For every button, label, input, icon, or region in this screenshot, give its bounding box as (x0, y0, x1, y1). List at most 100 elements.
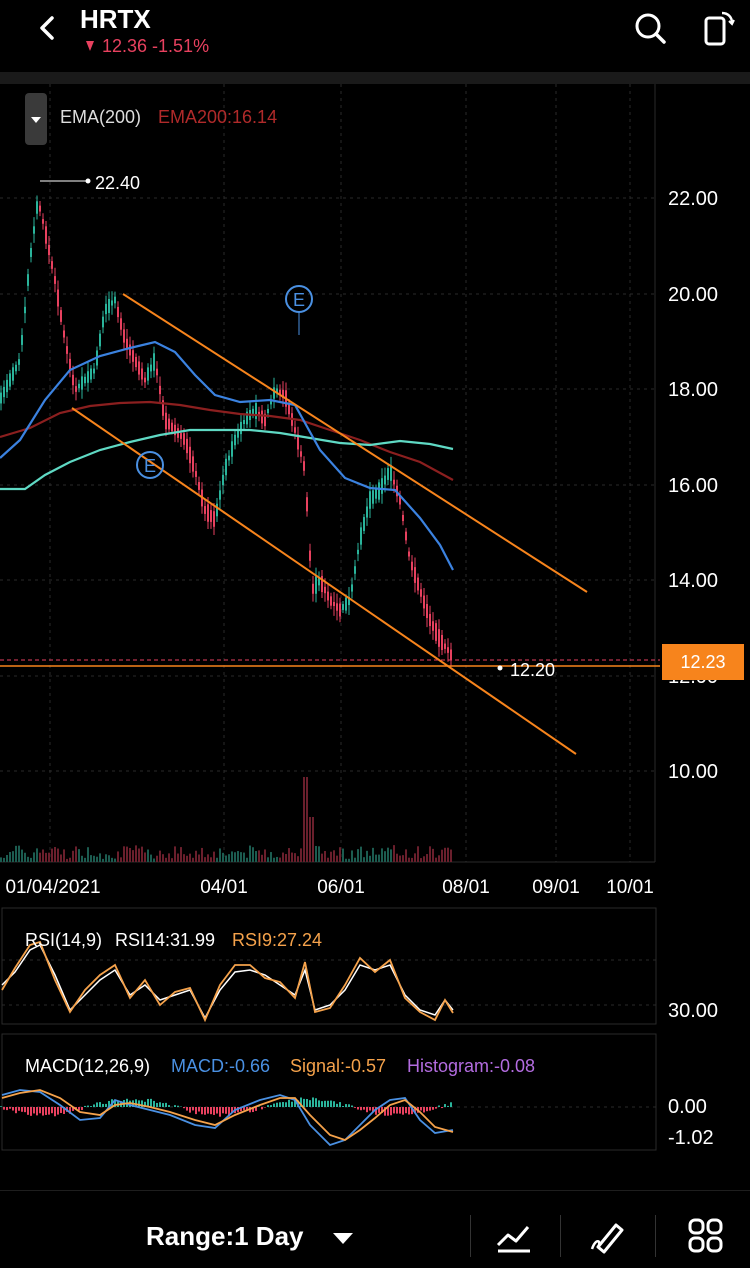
price-chart[interactable]: 22.40 12.20 E E 22.00 20.00 18.00 16.00 … (0, 84, 750, 1184)
candle-body (180, 433, 182, 439)
candle-body (327, 592, 329, 601)
rotate-screen-icon[interactable] (700, 10, 736, 46)
volume-bar (309, 817, 311, 862)
caret-down-icon (31, 117, 41, 123)
volume-bar (165, 858, 167, 862)
macd-histogram-bar (363, 1107, 365, 1110)
volume-bar (72, 851, 74, 862)
volume-bar (264, 849, 266, 862)
candle-body (228, 456, 230, 461)
candle-body (243, 420, 245, 424)
search-icon[interactable] (632, 10, 668, 46)
price-tick: 20.00 (668, 284, 718, 306)
earnings-marker-1[interactable]: E (137, 452, 163, 478)
macd-histogram-bar (156, 1103, 158, 1107)
macd-histogram-bar (444, 1104, 446, 1107)
price-tick: 18.00 (668, 379, 718, 401)
volume-bar (273, 858, 275, 862)
volume-bar (39, 853, 41, 862)
volume-bar (429, 846, 431, 862)
candle-body (402, 515, 404, 521)
candle-body (207, 504, 209, 521)
range-dropdown-icon[interactable] (333, 1233, 353, 1244)
candle-body (15, 365, 17, 371)
macd-histogram-bar (423, 1107, 425, 1112)
volume-bar (69, 858, 71, 862)
candle-body (345, 597, 347, 610)
draw-pen-icon[interactable] (588, 1217, 628, 1255)
candle-body (381, 478, 383, 494)
macd-histogram-bar (9, 1107, 11, 1109)
grid-apps-icon[interactable] (686, 1217, 726, 1255)
macd-histogram-bar (39, 1107, 41, 1113)
volume-bar (102, 859, 104, 862)
date-axis: 01/04/2021 04/01 06/01 08/01 09/01 10/01 (5, 877, 653, 898)
indicator-chart-icon[interactable] (494, 1217, 534, 1255)
volume-bar (276, 857, 278, 862)
macd-histogram-bar (441, 1107, 443, 1108)
volume-bar (135, 845, 137, 862)
volume-bar (186, 856, 188, 862)
low-marker-dot (498, 666, 503, 671)
macd-histogram-bar (30, 1107, 32, 1116)
candle-body (426, 604, 428, 618)
earnings-marker-2[interactable]: E (286, 286, 312, 335)
macd-histogram-bar (186, 1107, 188, 1111)
macd-histogram-bar (321, 1101, 323, 1107)
candle-body (330, 596, 332, 605)
volume-bar (117, 851, 119, 862)
macd-histogram-bar (273, 1104, 275, 1107)
macd-histogram-bar (306, 1099, 308, 1107)
macd-histogram-bar (99, 1102, 101, 1107)
candle-body (18, 359, 20, 365)
volume-bar (78, 849, 80, 862)
volume-bar (198, 855, 200, 862)
volume-bar (336, 856, 338, 862)
indicator-dropdown-button[interactable] (25, 93, 47, 145)
volume-bar (138, 848, 140, 862)
volume-bar (171, 858, 173, 862)
candle-body (141, 368, 143, 379)
macd-histogram-bar (18, 1107, 20, 1111)
macd-histogram-bar (15, 1107, 17, 1113)
volume-bar (399, 856, 401, 862)
range-selector[interactable]: Range:1 Day (146, 1221, 304, 1252)
candle-body (183, 433, 185, 445)
volume-bar (183, 854, 185, 862)
volume-bar (54, 847, 56, 862)
volume-bar (231, 851, 233, 862)
macd-histogram-bar (354, 1107, 356, 1108)
volume-bar (177, 854, 179, 862)
volume-bar (174, 846, 176, 862)
candle-body (300, 451, 302, 456)
macd-histogram-bar (36, 1107, 38, 1115)
trend-channel[interactable] (72, 294, 587, 754)
rsi-axis-label: 30.00 (668, 1000, 718, 1022)
rsi-panel[interactable]: 30.00 (2, 908, 718, 1024)
candle-body (294, 427, 296, 432)
candle-body (261, 411, 263, 424)
histogram-value: Histogram:-0.08 (407, 1056, 535, 1077)
back-arrow-icon[interactable] (30, 8, 66, 48)
candle-body (414, 567, 416, 583)
macd-histogram-bar (33, 1107, 35, 1113)
volume-bar (348, 859, 350, 862)
macd-histogram-bar (438, 1105, 440, 1107)
macd-histogram-bar (213, 1107, 215, 1115)
date-tick: 04/01 (200, 877, 248, 898)
volume-bar (45, 853, 47, 862)
candle-body (153, 353, 155, 370)
stock-ticker: HRTX (80, 4, 151, 35)
macd-histogram-bar (270, 1105, 272, 1107)
macd-histogram-bar (81, 1107, 83, 1110)
macd-histogram-bar (24, 1107, 26, 1112)
candle-body (240, 422, 242, 434)
macd-panel[interactable]: 0.00 -1.02 (0, 1034, 714, 1150)
candle-body (108, 299, 110, 313)
macd-histogram-bar (162, 1103, 164, 1107)
volume-bar (141, 847, 143, 862)
candle-body (48, 245, 50, 255)
candle-body (129, 345, 131, 356)
candle-body (420, 589, 422, 596)
candle-body (54, 276, 56, 284)
